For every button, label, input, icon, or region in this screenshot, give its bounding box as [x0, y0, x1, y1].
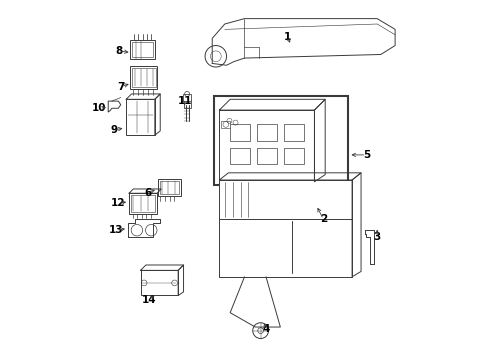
Text: 2: 2: [319, 215, 326, 224]
Bar: [130, 40, 155, 59]
Text: 13: 13: [109, 225, 123, 235]
Bar: [257, 125, 276, 140]
Text: 5: 5: [362, 150, 369, 160]
Bar: [183, 94, 191, 101]
Bar: [132, 68, 155, 87]
Bar: [130, 66, 157, 89]
Bar: [221, 121, 230, 128]
Bar: [140, 270, 178, 296]
Bar: [230, 148, 249, 164]
Bar: [284, 148, 303, 164]
Bar: [126, 99, 155, 135]
Text: 4: 4: [262, 324, 269, 334]
Bar: [219, 110, 314, 182]
Bar: [214, 96, 348, 185]
Bar: [158, 179, 181, 196]
Text: 7: 7: [117, 82, 124, 92]
Bar: [284, 125, 303, 140]
Bar: [183, 99, 190, 108]
Text: 1: 1: [284, 32, 290, 41]
Bar: [230, 125, 249, 140]
Text: 10: 10: [92, 103, 106, 113]
Text: 3: 3: [373, 232, 380, 242]
Text: 14: 14: [142, 295, 157, 305]
Bar: [132, 42, 153, 57]
Text: 9: 9: [110, 125, 117, 135]
Bar: [159, 181, 179, 194]
Text: 11: 11: [178, 96, 192, 106]
Bar: [131, 195, 155, 212]
Text: 12: 12: [111, 198, 125, 208]
Bar: [129, 193, 157, 214]
Text: 8: 8: [115, 46, 122, 56]
Bar: [219, 180, 351, 277]
Bar: [257, 148, 276, 164]
Text: 6: 6: [144, 188, 151, 198]
